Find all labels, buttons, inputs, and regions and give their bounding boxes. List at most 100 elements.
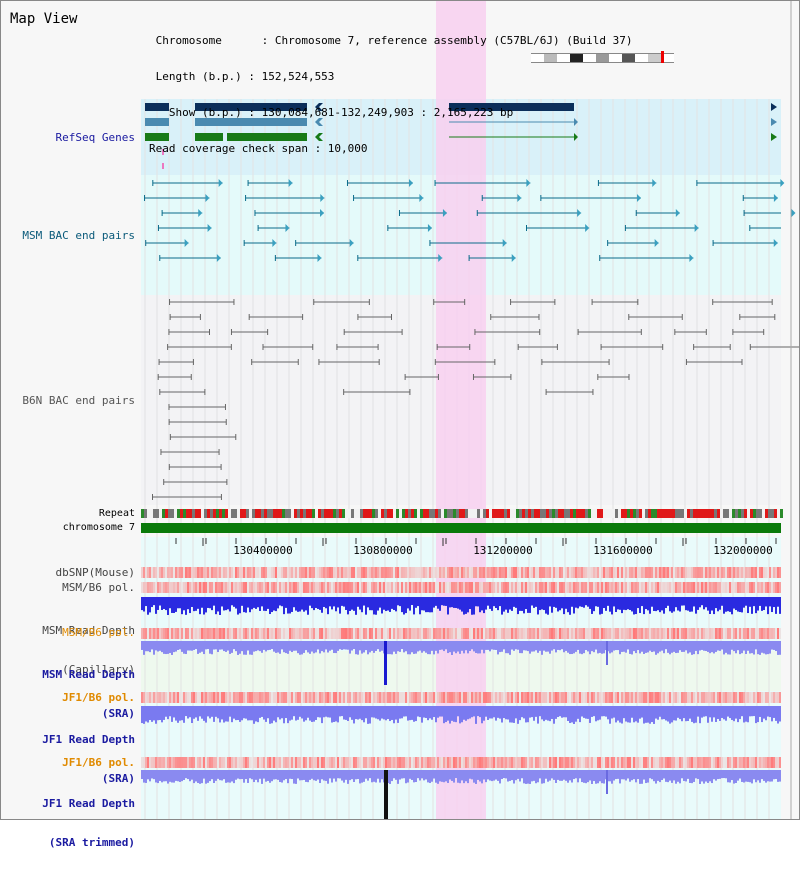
msm-cap-depth-bar [167, 597, 169, 615]
ideogram-position-marker[interactable] [661, 51, 664, 63]
msm-b6-pol-sra-cell [407, 628, 409, 639]
msm-b6-pol-sra-cell [281, 628, 283, 639]
msm-b6-pol-sra-cell [271, 628, 273, 639]
msm-cap-depth-bar [631, 597, 633, 612]
msm-b6-pol-sra-cell [267, 628, 269, 639]
jf1-trim-depth-bar [575, 770, 577, 779]
msm-b6-pol-cell [155, 582, 157, 593]
dbsnp-cell [765, 567, 767, 578]
jf1-sra-depth-bar [255, 706, 257, 722]
msm-sra-depth-bar [387, 641, 389, 655]
msm-cap-depth-bar [295, 597, 297, 611]
repeat-segment [201, 509, 204, 518]
jf1-b6-pol-cell [403, 692, 405, 703]
msm-b6-pol-cell [201, 582, 203, 593]
msm-sra-depth-bar [461, 641, 463, 651]
msm-b6-pol-sra-cell [295, 628, 297, 639]
jf1-sra-depth-bar [253, 706, 255, 724]
msm-b6-pol-sra-cell [193, 628, 195, 639]
jf1-sra-depth-bar [399, 706, 401, 719]
msm-cap-depth-bar [415, 597, 417, 608]
track-label-jf1-read-depth-sra[interactable]: JF1 Read Depth (SRA) [11, 707, 135, 811]
msm-sra-depth-bar [719, 641, 721, 651]
jf1-b6-pol-cell [593, 692, 595, 703]
jf1-sra-depth-bar [277, 706, 279, 718]
msm-b6-pol-sra-cell [403, 628, 405, 639]
dbsnp-cell [471, 567, 473, 578]
jf1-trim-depth-bar [221, 770, 223, 781]
msm-b6-pol-cell [141, 582, 143, 593]
msm-cap-depth-bar [717, 597, 719, 612]
msm-cap-depth-bar [609, 597, 611, 612]
jf1-trim-depth-bar [355, 770, 357, 780]
jf1-b6-pol-cell [357, 692, 359, 703]
track-label-msm-b6-pol-sra[interactable]: MSM/B6 pol. [62, 626, 135, 639]
jf1-sra-depth-bar [689, 706, 691, 719]
jf1-b6-pol-trim-cell [687, 757, 689, 768]
msm-b6-pol-sra-cell [519, 628, 521, 639]
jf1-sra-depth-bar [233, 706, 235, 719]
repeat-segment [447, 509, 450, 518]
chromosome-ideogram[interactable] [531, 51, 683, 63]
msm-sra-depth-bar [699, 641, 701, 651]
jf1-sra-depth-bar [347, 706, 349, 722]
jf1-b6-pol-trim-cell [619, 757, 621, 768]
jf1-sra-depth-bar [607, 706, 609, 720]
msm-sra-depth-bar [487, 641, 489, 650]
msm-b6-pol-cell [557, 582, 559, 593]
msm-cap-depth-bar [397, 597, 399, 606]
jf1-sra-depth-bar [481, 706, 483, 724]
jf1-b6-pol-cell [355, 692, 357, 703]
msm-b6-pol-cell [741, 582, 743, 593]
msm-sra-depth-bar [731, 641, 733, 650]
msm-cap-depth-bar [695, 597, 697, 614]
msm-sra-depth-bar [267, 641, 269, 651]
dbsnp-cell [517, 567, 519, 578]
jf1-sra-depth-bar [413, 706, 415, 722]
msm-bac-end [577, 209, 582, 217]
msm-cap-depth-bar [451, 597, 453, 608]
track-label-msm-b6-pol[interactable]: MSM/B6 pol. [62, 581, 135, 594]
msm-sra-depth-bar [483, 641, 485, 654]
track-label-chromosome[interactable]: chromosome 7 [62, 522, 135, 533]
jf1-b6-pol-trim-cell [227, 757, 229, 768]
msm-cap-depth-bar [421, 597, 423, 611]
msm-cap-depth-bar [467, 597, 469, 613]
jf1-trim-depth-bar [261, 770, 263, 784]
msm-sra-depth-bar [665, 641, 667, 650]
msm-cap-depth-bar [481, 597, 483, 611]
msm-b6-pol-sra-cell [303, 628, 305, 639]
track-label-msm-read-depth-capillary[interactable]: MSM Read Depth (Capillary) [11, 598, 135, 702]
msm-b6-pol-sra-cell [679, 628, 681, 639]
track-label-msm-read-depth-sra[interactable]: MSM Read Depth (SRA) [11, 642, 135, 746]
track-label-dbsnp[interactable]: dbSNP(Mouse) [55, 566, 135, 579]
track-label-msm-bac[interactable]: MSM BAC end pairs [22, 229, 135, 242]
msm-b6-pol-sra-cell [395, 628, 397, 639]
jf1-trim-depth-bar [295, 770, 297, 784]
msm-b6-pol-sra-cell [481, 628, 483, 639]
track-label-jf1-read-depth-trimmed[interactable]: JF1 Read Depth (SRA trimmed) [11, 771, 135, 875]
jf1-trim-depth-bar [507, 770, 509, 782]
dbsnp-cell [277, 567, 279, 578]
track-label-repeat[interactable]: Repeat [98, 508, 135, 519]
jf1-b6-pol-cell [751, 692, 753, 703]
jf1-b6-pol-trim-cell [489, 757, 491, 768]
track-label-jf1-b6-pol-trimmed[interactable]: JF1/B6 pol. [62, 756, 135, 769]
msm-b6-pol-cell [389, 582, 391, 593]
jf1-b6-pol-cell [547, 692, 549, 703]
track-label-refseq-genes[interactable]: RefSeq Genes [55, 131, 135, 144]
msm-sra-depth-bar [557, 641, 559, 650]
jf1-b6-pol-cell [755, 692, 757, 703]
dbsnp-cell [211, 567, 213, 578]
jf1-b6-pol-cell [759, 692, 761, 703]
msm-sra-depth-bar [255, 641, 257, 652]
jf1-sra-depth-bar [153, 706, 155, 721]
genome-tracks-canvas[interactable]: 130400000 130800000 131200000 131600000 1320… [1, 1, 799, 819]
msm-sra-depth-bar [417, 641, 419, 652]
track-label-b6n-bac[interactable]: B6N BAC end pairs [22, 394, 135, 407]
track-label-jf1-b6-pol[interactable]: JF1/B6 pol. [62, 691, 135, 704]
dbsnp-cell [751, 567, 753, 578]
repeat-segment [561, 509, 564, 518]
msm-sra-depth-bar [191, 641, 193, 651]
msm-b6-pol-cell [469, 582, 471, 593]
